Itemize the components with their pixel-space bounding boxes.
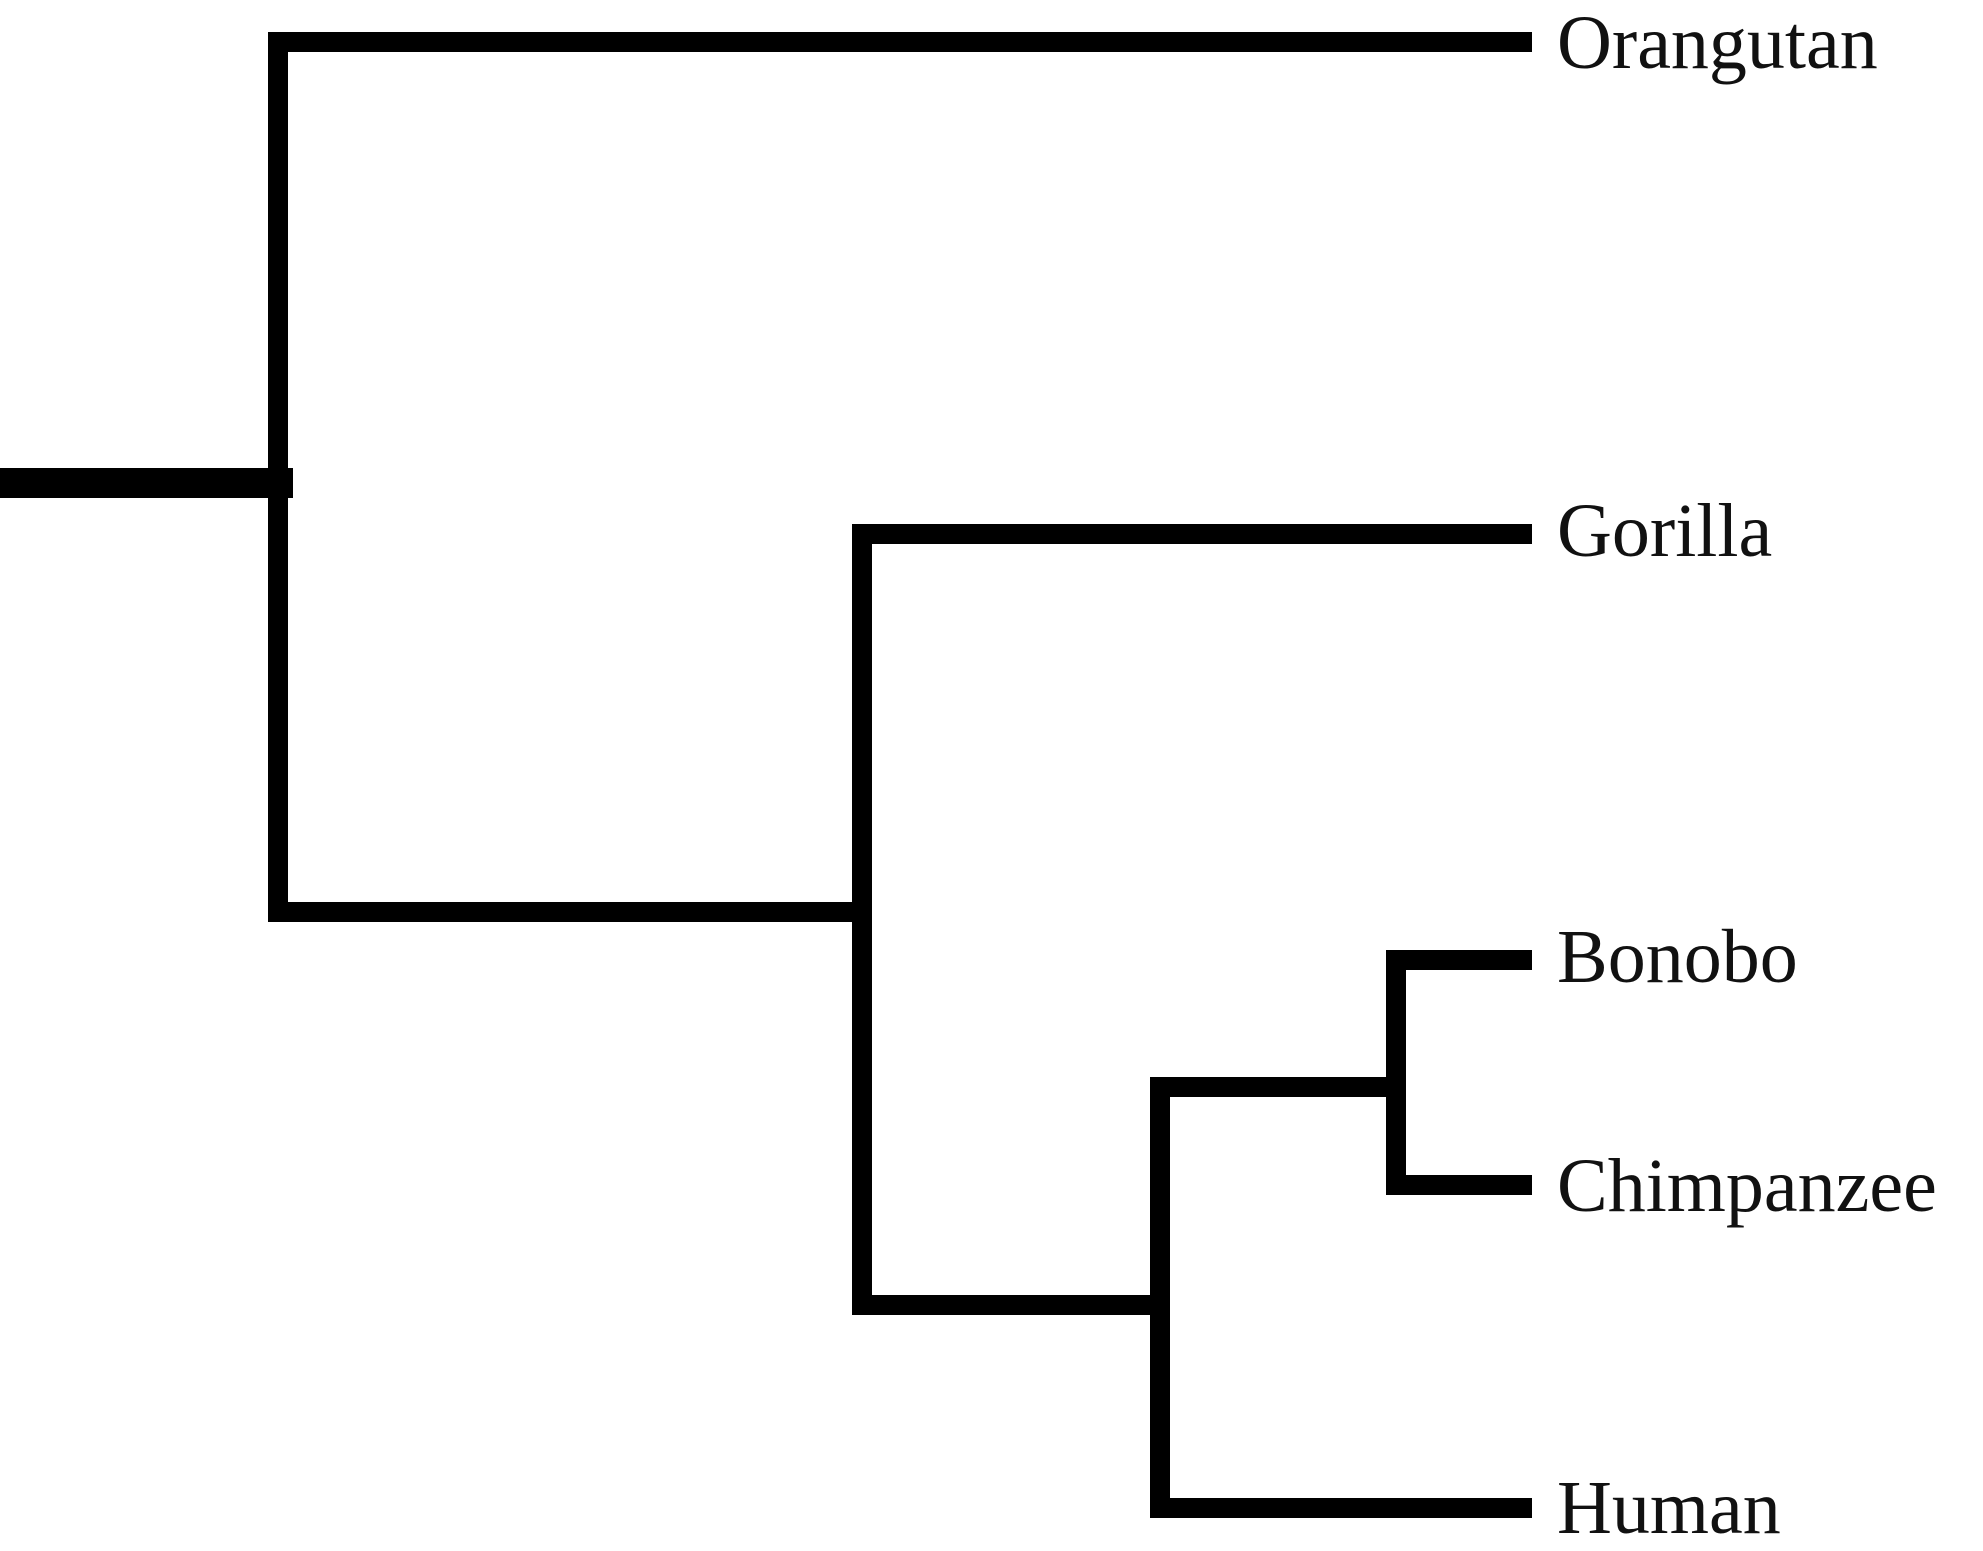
taxon-labels: Orangutan Gorilla Bonobo Chimpanzee Huma…: [1557, 1, 1937, 1550]
taxon-label-chimpanzee: Chimpanzee: [1557, 1144, 1937, 1228]
taxon-label-orangutan: Orangutan: [1557, 1, 1878, 85]
tree-branches: [0, 32, 1532, 1518]
taxon-label-gorilla: Gorilla: [1557, 489, 1772, 573]
taxon-label-bonobo: Bonobo: [1557, 915, 1798, 999]
taxon-label-human: Human: [1557, 1466, 1781, 1550]
